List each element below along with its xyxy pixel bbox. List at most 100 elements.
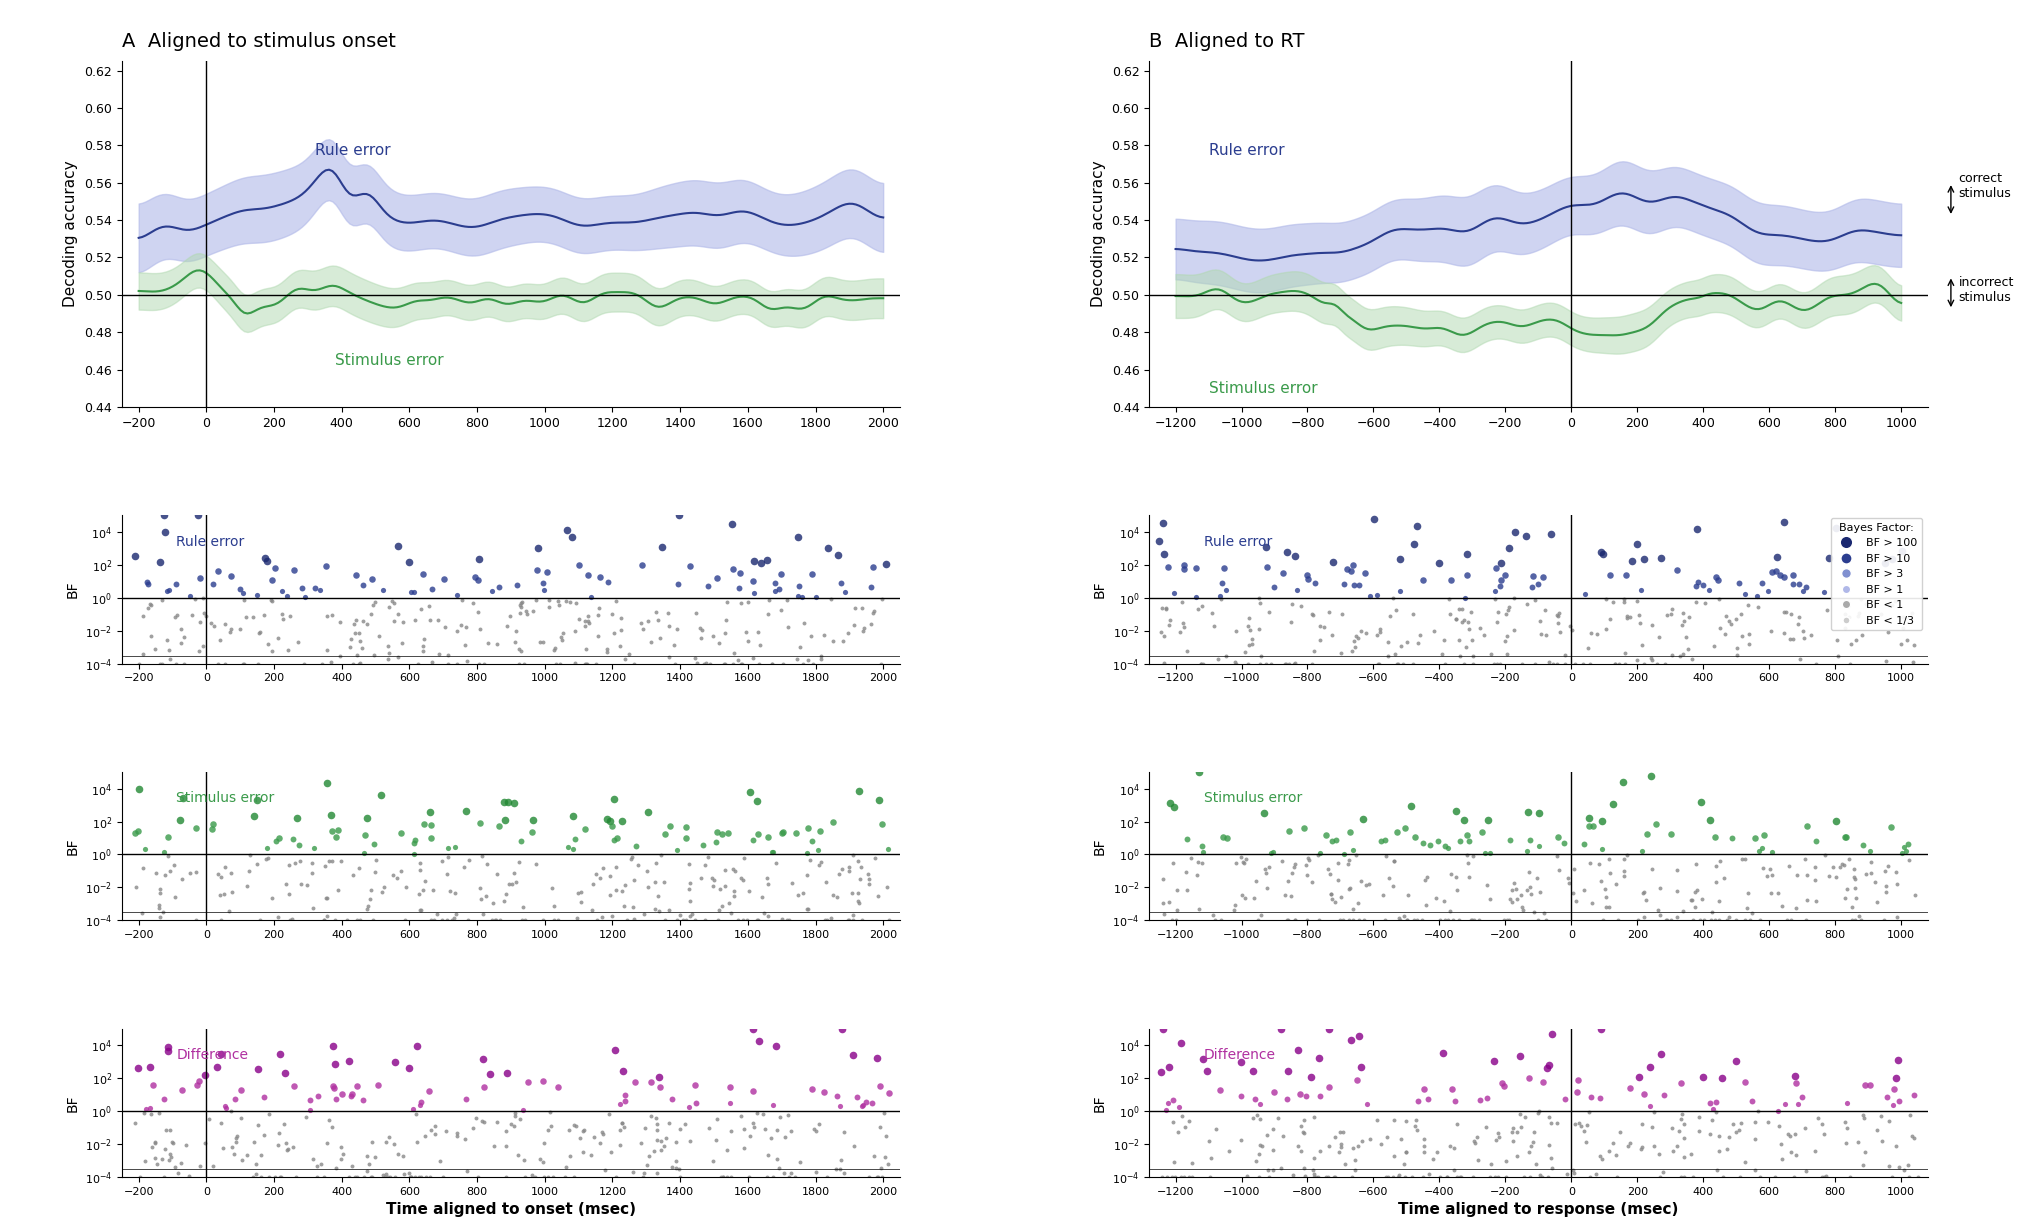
Point — [862, 791, 895, 810]
Point — [317, 821, 349, 841]
Point — [870, 877, 903, 896]
Point — [1264, 1019, 1297, 1038]
Point — [566, 1143, 599, 1162]
Point — [1469, 842, 1501, 862]
Point — [1201, 650, 1234, 669]
Point — [241, 1059, 274, 1079]
Point — [653, 1113, 686, 1133]
Point — [1627, 1085, 1660, 1105]
Point — [1491, 600, 1524, 619]
Point — [810, 911, 842, 931]
Point — [846, 598, 879, 618]
Point — [753, 874, 785, 894]
Point — [751, 868, 783, 888]
Point — [225, 1080, 258, 1100]
Point — [1773, 856, 1806, 875]
Point — [775, 1122, 808, 1141]
Point — [248, 1087, 280, 1107]
Point — [1637, 1102, 1670, 1122]
Point — [205, 911, 237, 931]
Point — [1877, 549, 1909, 569]
Point — [1759, 1167, 1792, 1187]
Point — [1270, 542, 1303, 562]
Point — [1625, 1138, 1658, 1157]
Point — [856, 557, 889, 576]
Point — [264, 1043, 296, 1063]
Point — [722, 577, 755, 597]
Point — [737, 571, 769, 591]
Point — [1479, 590, 1512, 609]
Point — [631, 861, 663, 880]
Point — [1532, 1107, 1564, 1127]
Point — [1167, 559, 1199, 579]
Point — [1895, 1127, 1928, 1146]
Point — [355, 880, 388, 900]
Point — [1534, 1149, 1566, 1168]
Point — [1739, 1129, 1771, 1149]
Point — [1284, 1117, 1317, 1137]
Point — [1745, 573, 1777, 592]
Point — [246, 1167, 278, 1187]
Point — [168, 628, 201, 647]
Point — [408, 636, 440, 656]
Point — [120, 824, 152, 843]
Point — [1420, 889, 1453, 908]
Point — [1522, 836, 1554, 856]
Point — [594, 885, 627, 905]
Point — [1203, 586, 1236, 606]
Point — [1209, 580, 1242, 600]
Point — [615, 850, 647, 869]
Point — [1721, 911, 1753, 931]
Point — [166, 653, 199, 673]
Point — [473, 1064, 505, 1084]
Point — [1601, 1167, 1633, 1187]
Point — [704, 879, 737, 899]
Point — [1897, 1085, 1930, 1105]
Point — [1268, 885, 1301, 905]
Point — [556, 527, 588, 547]
Point — [1881, 907, 1913, 927]
Point — [375, 591, 408, 611]
Point — [737, 1081, 769, 1101]
Point — [1808, 1124, 1840, 1144]
Point — [605, 1121, 637, 1140]
Point — [262, 907, 294, 927]
Point — [806, 646, 838, 666]
Point — [1376, 1167, 1408, 1187]
Point — [1258, 842, 1290, 862]
Point — [1656, 911, 1688, 931]
Point — [844, 869, 877, 889]
Point — [1556, 620, 1589, 640]
Point — [229, 607, 262, 626]
Point — [469, 886, 501, 906]
Point — [509, 601, 542, 620]
Point — [706, 896, 739, 916]
Point — [649, 825, 682, 845]
Point — [692, 847, 724, 867]
Point — [1506, 900, 1538, 920]
Point — [781, 885, 814, 905]
Point — [209, 1098, 241, 1118]
Point — [765, 824, 797, 843]
Point — [1175, 848, 1207, 868]
Point — [426, 911, 459, 931]
Point — [1656, 1141, 1688, 1161]
Point — [643, 629, 676, 649]
Point — [1211, 828, 1244, 847]
Point — [1512, 595, 1544, 614]
Point — [856, 603, 889, 623]
Point — [1441, 609, 1473, 629]
Point — [219, 1089, 252, 1108]
Point — [467, 1112, 499, 1132]
Point — [757, 653, 789, 673]
Point — [834, 861, 866, 880]
Point — [1520, 1154, 1552, 1173]
Point — [1810, 845, 1842, 864]
Point — [347, 611, 379, 630]
Point — [1270, 1089, 1303, 1108]
Point — [270, 1134, 302, 1154]
Point — [1889, 837, 1921, 857]
Point — [625, 1133, 657, 1152]
Point — [1869, 553, 1901, 573]
Point — [1234, 620, 1266, 640]
